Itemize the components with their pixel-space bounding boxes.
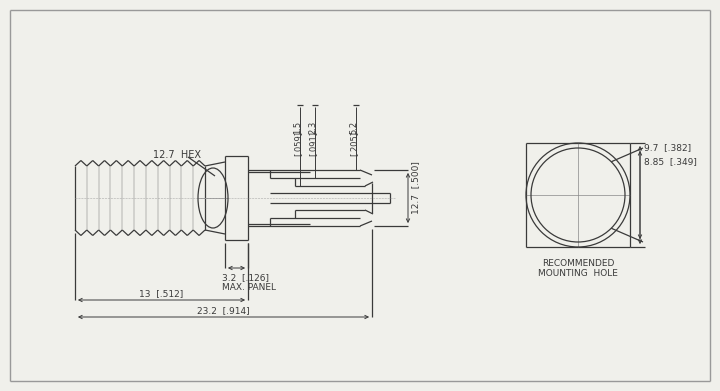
Text: 3.2  [.126]: 3.2 [.126]: [222, 273, 269, 283]
Text: 8.85  [.349]: 8.85 [.349]: [644, 158, 697, 167]
Text: 9.7  [.382]: 9.7 [.382]: [644, 143, 691, 152]
Text: 12.7  HEX: 12.7 HEX: [153, 150, 201, 160]
Text: MAX. PANEL: MAX. PANEL: [222, 283, 276, 292]
Text: 1.5: 1.5: [294, 120, 302, 134]
Text: 12.7  [.500]: 12.7 [.500]: [411, 161, 420, 214]
Text: 23.2  [.914]: 23.2 [.914]: [197, 307, 250, 316]
Text: [.091]: [.091]: [308, 131, 318, 156]
Text: [.205]: [.205]: [349, 131, 359, 156]
Text: [.059]: [.059]: [294, 131, 302, 156]
Text: 5.2: 5.2: [349, 120, 359, 134]
Text: MOUNTING  HOLE: MOUNTING HOLE: [538, 269, 618, 278]
Text: RECOMMENDED: RECOMMENDED: [542, 258, 614, 267]
Text: 2.3: 2.3: [308, 120, 318, 134]
Text: 13  [.512]: 13 [.512]: [140, 289, 184, 298]
